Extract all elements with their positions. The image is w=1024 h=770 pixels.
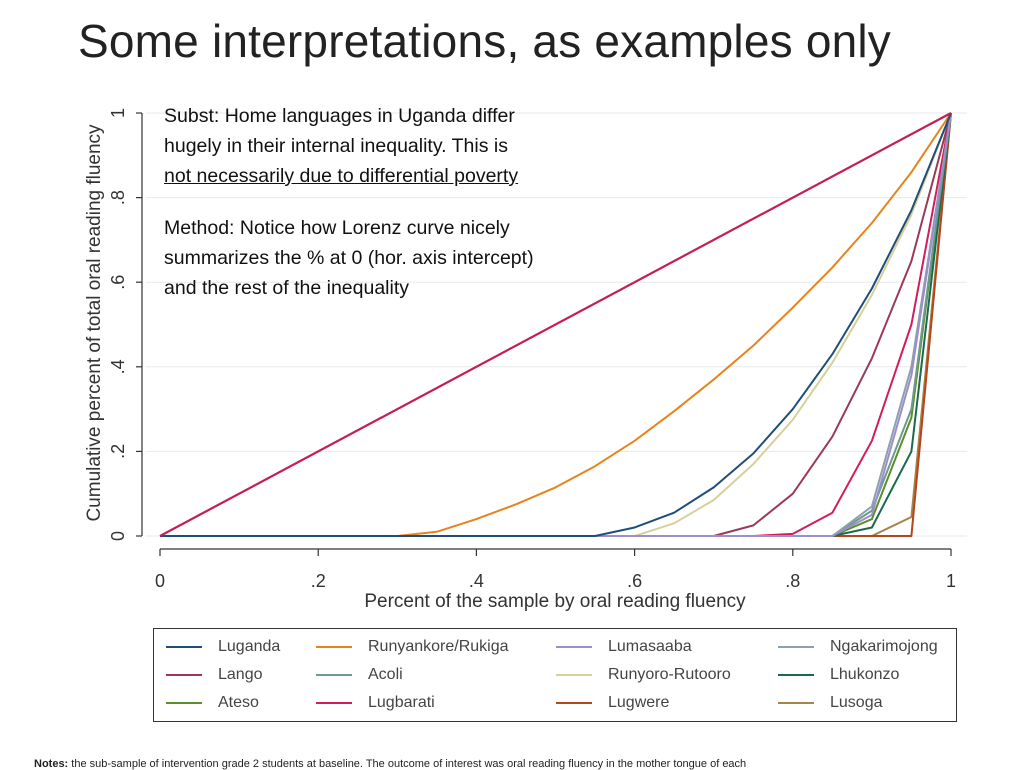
annotation-line: hugely in their internal inequality. Thi…	[164, 135, 508, 157]
legend-label: Luganda	[218, 638, 281, 655]
x-axis-title: Percent of the sample by oral reading fl…	[364, 591, 746, 612]
legend-item: Ateso	[166, 693, 259, 713]
chart-legend: Luganda Runyankore/Rukiga Lumasaaba Ngakari…	[153, 628, 957, 722]
y-tick-label: 1	[108, 108, 128, 118]
legend-label: Lhukonzo	[830, 666, 900, 683]
notes-text: the sub-sample of intervention grade 2 s…	[71, 758, 747, 770]
legend-label: Lango	[218, 666, 263, 683]
y-tick-label: .8	[108, 190, 128, 205]
legend-swatch	[556, 702, 592, 704]
legend-label: Lumasaaba	[608, 638, 692, 655]
legend-item: Acoli	[316, 665, 403, 685]
legend-swatch	[316, 646, 352, 648]
annotation-line: Method: Notice how Lorenz curve nicely	[164, 217, 510, 239]
legend-swatch	[778, 646, 814, 648]
legend-item: Lugwere	[556, 693, 669, 713]
x-tick-label: .6	[627, 571, 642, 591]
notes-footer: Notes: the sub-sample of intervention gr…	[34, 758, 1014, 770]
legend-swatch	[778, 702, 814, 704]
slide-title: Some interpretations, as examples only	[78, 15, 892, 67]
legend-item: Luganda	[166, 637, 280, 657]
x-tick-label: 0	[155, 571, 165, 591]
legend-item: Lumasaaba	[556, 637, 692, 657]
legend-item: Lango	[166, 665, 263, 685]
series-line	[160, 112, 952, 537]
legend-label: Ateso	[218, 694, 259, 711]
annotation-line: Subst: Home languages in Uganda differ	[164, 105, 515, 127]
series-line	[160, 112, 952, 537]
legend-swatch	[556, 674, 592, 676]
legend-item: Lhukonzo	[778, 665, 899, 685]
legend-item: Runyoro-Rutooro	[556, 665, 731, 685]
series-lines	[159, 112, 952, 537]
x-tick-label: 1	[946, 571, 956, 591]
annotation-line: summarizes the % at 0 (hor. axis interce…	[164, 247, 534, 269]
x-tick-label: .2	[311, 571, 326, 591]
axes	[136, 112, 952, 556]
legend-label: Runyoro-Rutooro	[608, 666, 731, 683]
legend-swatch	[316, 674, 352, 676]
series-line	[160, 112, 952, 537]
annotation-text: Subst: Home languages in Uganda differ h…	[164, 101, 624, 303]
x-tick-label: .4	[469, 571, 484, 591]
legend-swatch	[166, 646, 202, 648]
y-tick-label: .6	[108, 275, 128, 290]
legend-label: Ngakarimojong	[830, 638, 938, 655]
legend-label: Lugwere	[608, 694, 670, 711]
y-tick-label: .2	[108, 444, 128, 459]
y-tick-label: 0	[108, 531, 128, 541]
legend-label: Lugbarati	[368, 694, 435, 711]
legend-swatch	[166, 702, 202, 704]
y-tick-label: .4	[108, 359, 128, 374]
series-line	[160, 112, 952, 537]
legend-swatch	[316, 702, 352, 704]
equality-line	[159, 112, 952, 537]
legend-item: Lusoga	[778, 693, 883, 713]
tick-labels: 0 .2 .4 .6 .8 1 0 .2 .4 .6 .8 1	[108, 108, 956, 591]
legend-item: Lugbarati	[316, 693, 435, 713]
legend-label: Acoli	[368, 666, 403, 683]
legend-label: Runyankore/Rukiga	[368, 638, 509, 655]
annotation-line: not necessarily due to differential pove…	[164, 165, 519, 187]
legend-item: Runyankore/Rukiga	[316, 637, 509, 657]
notes-label: Notes:	[34, 758, 69, 770]
legend-swatch	[556, 646, 592, 648]
legend-label: Lusoga	[830, 694, 883, 711]
legend-item: Ngakarimojong	[778, 637, 938, 657]
annotation-line: and the rest of the inequality	[164, 277, 409, 299]
series-line	[160, 112, 952, 537]
legend-swatch	[166, 674, 202, 676]
legend-swatch	[778, 674, 814, 676]
y-axis-title: Cumulative percent of total oral reading…	[84, 124, 105, 522]
x-tick-label: .8	[785, 571, 800, 591]
